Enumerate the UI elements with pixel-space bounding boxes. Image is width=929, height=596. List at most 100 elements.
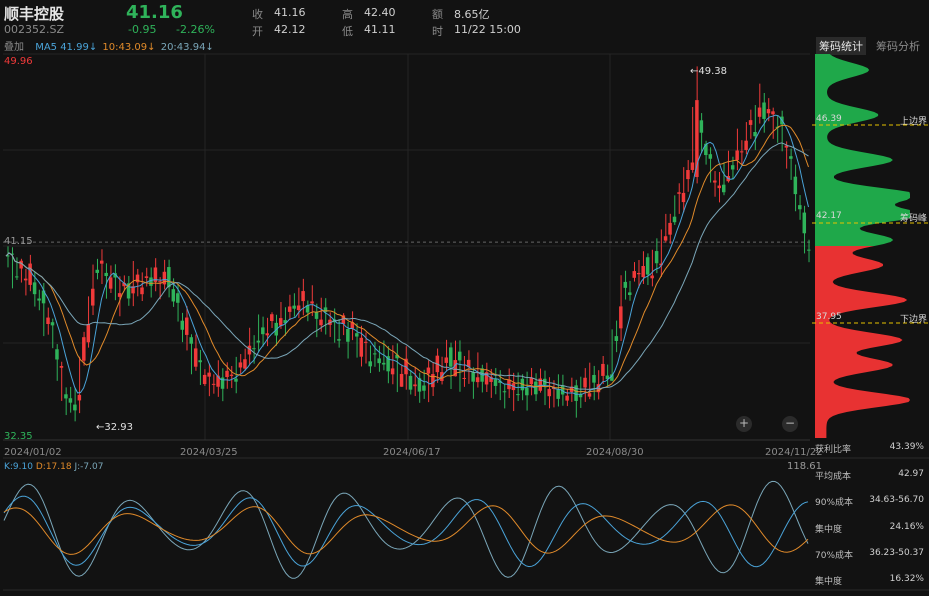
price-change-percent: -2.26% xyxy=(176,23,215,36)
candle-body xyxy=(310,301,314,304)
stat-value-cost-70: 36.23-50.37 xyxy=(869,548,924,558)
candle-body xyxy=(247,345,252,355)
candle-body xyxy=(735,150,739,160)
candle-body xyxy=(270,314,274,322)
candle-body xyxy=(363,341,368,343)
candle-body xyxy=(641,265,645,278)
candle-body xyxy=(560,385,565,395)
candle-body xyxy=(395,354,399,359)
tab-chip-analysis[interactable]: 筹码分析 xyxy=(876,40,920,53)
candle-body xyxy=(207,372,211,377)
quote-value-amount: 8.65亿 xyxy=(454,8,490,21)
current-price: 41.16 xyxy=(126,2,183,23)
overlay-label[interactable]: 叠加 xyxy=(4,42,24,53)
candle-body xyxy=(444,357,449,363)
candle-body xyxy=(359,337,364,357)
candle-body xyxy=(355,333,359,337)
candle-body xyxy=(59,366,64,368)
quote-label-high: 高 xyxy=(342,8,353,21)
candle-body xyxy=(636,273,641,275)
candle-body xyxy=(337,339,341,341)
kdj-k-value: K:9.10 xyxy=(4,462,33,472)
candle-body xyxy=(534,381,538,395)
y-axis-max-label: 49.96 xyxy=(4,56,33,67)
stat-value-concentration-70: 16.32% xyxy=(889,574,924,584)
candle-body xyxy=(238,362,243,368)
candle-body xyxy=(704,143,708,156)
min-price-value: 32.93 xyxy=(104,422,134,433)
candle-body xyxy=(37,298,41,301)
candle-body xyxy=(466,359,471,368)
candle-body xyxy=(91,288,95,306)
lower-boundary-value: 37.95 xyxy=(816,312,842,322)
stock-code: 002352.SZ xyxy=(4,23,65,36)
candle-body xyxy=(14,276,19,278)
candle-body xyxy=(502,391,507,393)
candle-body xyxy=(220,377,225,389)
zoom-in-button[interactable]: + xyxy=(736,416,752,432)
x-axis-label-2: 2024/03/25 xyxy=(180,447,238,458)
candle-body xyxy=(149,277,153,286)
candle-body xyxy=(798,205,802,210)
quote-value-time: 11/22 15:00 xyxy=(454,23,521,36)
candle-body xyxy=(305,305,310,313)
quote-label-amount: 额 xyxy=(432,8,443,21)
candle-body xyxy=(677,192,681,194)
candle-body xyxy=(167,267,171,288)
quote-label-close: 收 xyxy=(252,8,263,21)
chip-peak-value: 42.17 xyxy=(816,211,842,221)
candle-body xyxy=(126,283,131,299)
candle-body xyxy=(73,404,77,411)
candle-body xyxy=(493,379,498,386)
candle-body xyxy=(587,393,592,397)
candle-body xyxy=(807,249,811,251)
upper-boundary-value: 46.39 xyxy=(816,114,842,124)
candle-body xyxy=(225,370,229,378)
candle-body xyxy=(668,222,672,235)
candle-body xyxy=(64,394,68,399)
kdj-k-line xyxy=(3,495,809,568)
candle-body xyxy=(686,170,690,180)
candle-body xyxy=(408,375,413,390)
ma10-value: 10:43.09↓ xyxy=(102,42,156,53)
candle-body xyxy=(713,180,717,183)
candle-body xyxy=(140,287,144,295)
last-price-label: 41.15 xyxy=(4,236,33,247)
stat-value-avg-cost: 42.97 xyxy=(898,469,924,479)
candle-body xyxy=(261,327,265,335)
kdj-indicator xyxy=(3,480,809,579)
candle-body xyxy=(6,255,10,257)
zoom-out-button[interactable]: − xyxy=(782,416,798,432)
ma-legend: 叠加 MA5 41.99↓ 10:43.09↓ 20:43.94↓ xyxy=(4,38,214,53)
candle-body xyxy=(68,398,73,403)
candle-body xyxy=(216,375,220,387)
candle-body xyxy=(350,322,355,329)
candle-body xyxy=(610,374,614,381)
quote-value-close: 41.16 xyxy=(274,6,306,19)
tab-chip-stats[interactable]: 筹码统计 xyxy=(816,37,866,55)
candle-body xyxy=(180,320,185,330)
candle-body xyxy=(193,348,198,367)
candle-body xyxy=(449,347,453,367)
candle-body xyxy=(784,145,789,148)
candle-body xyxy=(431,374,435,388)
candle-body xyxy=(198,360,202,363)
ma5-value: MA5 41.99↓ xyxy=(35,42,98,53)
candle-body xyxy=(628,292,632,295)
candle-body xyxy=(32,282,37,295)
candle-body xyxy=(721,184,726,193)
candle-body xyxy=(319,319,323,326)
candle-body xyxy=(417,378,422,392)
candle-body xyxy=(265,333,270,336)
kdj-d-line xyxy=(3,504,809,555)
candle-body xyxy=(762,102,766,119)
candle-body xyxy=(346,328,350,342)
candle-body xyxy=(23,278,28,281)
candle-body xyxy=(341,315,346,324)
candle-body xyxy=(690,162,695,170)
candle-body xyxy=(475,377,480,383)
chip-distribution xyxy=(812,54,929,438)
candle-body xyxy=(113,273,117,278)
candle-body xyxy=(19,260,23,269)
